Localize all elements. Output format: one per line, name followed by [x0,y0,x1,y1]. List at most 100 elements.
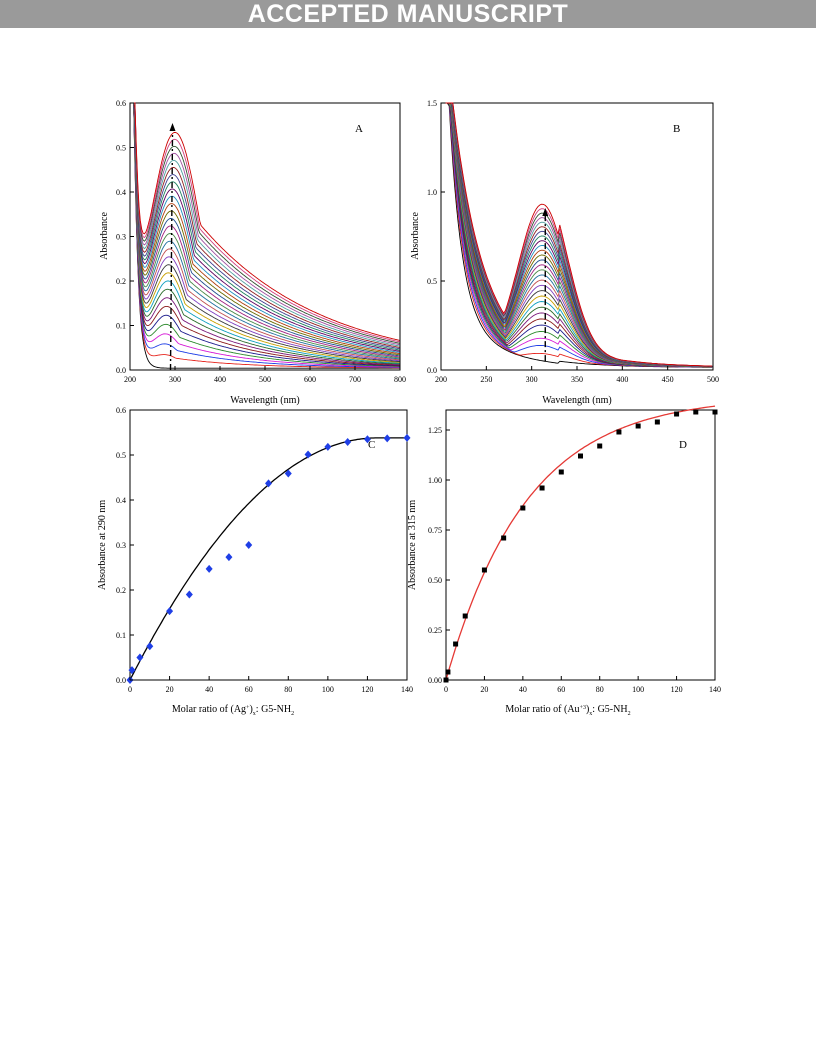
x-tick-label: 20 [480,685,488,694]
y-tick-label: 0.6 [116,99,126,108]
panel-a-spectrum [132,102,400,367]
panel-d-point [597,443,603,449]
x-tick-label: 80 [596,685,604,694]
x-tick-label: 40 [205,685,213,694]
x-tick-label: 450 [662,375,674,384]
panel-c-point [363,435,371,444]
panel-b: 200 250 300 350 400 450 500 0.0 0.5 1.0 1.5 B Wave… [410,99,719,406]
panel-c-fit-curve [129,437,407,681]
panel-a-spectrum [132,102,400,367]
panel-d-point [578,453,583,459]
panel-a-spectrum [132,102,400,358]
panel-d-point [674,411,680,417]
y-tick-label: 0.2 [116,277,126,286]
x-tick-label: 80 [284,685,292,694]
y-tick-label: 1.00 [428,476,442,485]
panel-a-spectrum [132,102,400,363]
panel-c-point [166,607,174,616]
panel-d: 0 20 40 60 80 100 120 140 0.00 0.25 0.50 0.75 1.00 1.… [407,405,721,717]
panel-d-plot [443,405,718,683]
panel-a-peak-arrow [169,134,174,371]
x-tick-label: 0 [128,685,132,694]
x-tick-label: 120 [671,685,683,694]
panel-d-point [501,535,507,541]
panel-c-point [324,442,332,451]
panel-b-axes: 200 250 300 350 400 450 500 0.0 0.5 1.0 1.5 [427,99,719,384]
panel-d-point [481,567,487,573]
y-tick-label: 0.1 [116,322,126,331]
panel-a: 200 300 400 500 600 700 800 0.0 0.1 0.2 0.3 0.4 0.5 0… [99,99,406,406]
panel-a-spectrum [132,102,400,343]
y-tick-label: 0.3 [116,233,126,242]
panel-a-spectrum [132,102,400,363]
y-tick-label: 0.4 [116,188,126,197]
panel-d-point [635,423,641,429]
panel-b-ylabel: Absorbance [410,212,421,260]
y-tick-label: 0.1 [116,631,126,640]
x-tick-label: 800 [394,375,406,384]
panel-d-point [693,409,699,415]
panel-d-point [558,469,564,475]
manuscript-banner [0,0,816,28]
panel-c-point [136,653,144,662]
x-tick-label: 500 [259,375,271,384]
x-tick-label: 100 [322,685,334,694]
x-tick-label: 60 [245,685,253,694]
panel-a-spectrum [132,102,400,350]
panel-a-spectrum [132,102,400,344]
panel-a-spectrum [132,102,400,347]
panel-a-spectrum [132,102,400,359]
x-tick-label: 400 [616,375,628,384]
panel-c-frame [129,409,408,681]
panel-d-point [462,613,468,619]
x-tick-label: 120 [361,685,373,694]
banner-text: ACCEPTED MANUSCRIPT [247,0,569,28]
panel-b-label: B [673,123,680,135]
panel-c-point [225,553,233,562]
x-tick-label: 300 [526,375,538,384]
panel-c-xlabel: Molar ratio of (Ag+)x: G5-NH2 [172,704,294,717]
x-tick-label: 200 [435,375,447,384]
panel-b-xlabel: Wavelength (nm) [542,395,611,406]
panel-c-point [185,590,193,599]
y-tick-label: 0.50 [428,576,442,585]
panel-a-spectrum [132,102,400,366]
x-tick-label: 700 [349,375,361,384]
x-tick-label: 500 [707,375,719,384]
panel-a-spectrum [132,102,400,362]
panel-c-point [265,479,272,488]
x-tick-label: 400 [214,375,226,384]
x-tick-label: 100 [632,685,644,694]
panel-b-spectrum [445,102,713,368]
panel-a-spectrum [132,102,400,361]
panel-c-label: C [368,439,375,451]
y-tick-label: 1.0 [427,188,437,197]
panel-d-point [539,485,545,491]
panel-a-spectrum [132,102,400,366]
y-tick-label: 0.00 [428,676,442,685]
panel-a-spectrum [132,102,400,352]
panel-a-spectra [132,102,400,371]
y-tick-label: 0.5 [116,144,126,153]
panel-a-spectrum [132,102,400,353]
panel-a-spectrum [132,102,400,348]
x-tick-label: 60 [557,685,565,694]
y-tick-label: 0.75 [428,526,442,535]
x-tick-label: 40 [519,685,527,694]
panel-a-axes: 200 300 400 500 600 700 800 0.0 0.1 0.2 0.3 0.4 0.5 0… [116,99,406,384]
panel-d-ylabel: Absorbance at 315 nm [407,500,418,590]
panel-a-spectrum [132,102,400,368]
x-tick-label: 200 [124,375,136,384]
panel-c-plot [126,433,411,684]
panel-a-spectrum [132,102,400,351]
x-tick-label: 0 [444,685,448,694]
y-tick-label: 0.3 [116,541,126,550]
x-tick-label: 140 [709,685,721,694]
x-tick-label: 600 [304,375,316,384]
y-tick-label: 1.5 [427,99,437,108]
panel-a-spectrum [132,102,400,357]
x-tick-label: 350 [571,375,583,384]
panel-b-arrow-head [542,208,549,217]
panel-d-point [445,669,451,675]
